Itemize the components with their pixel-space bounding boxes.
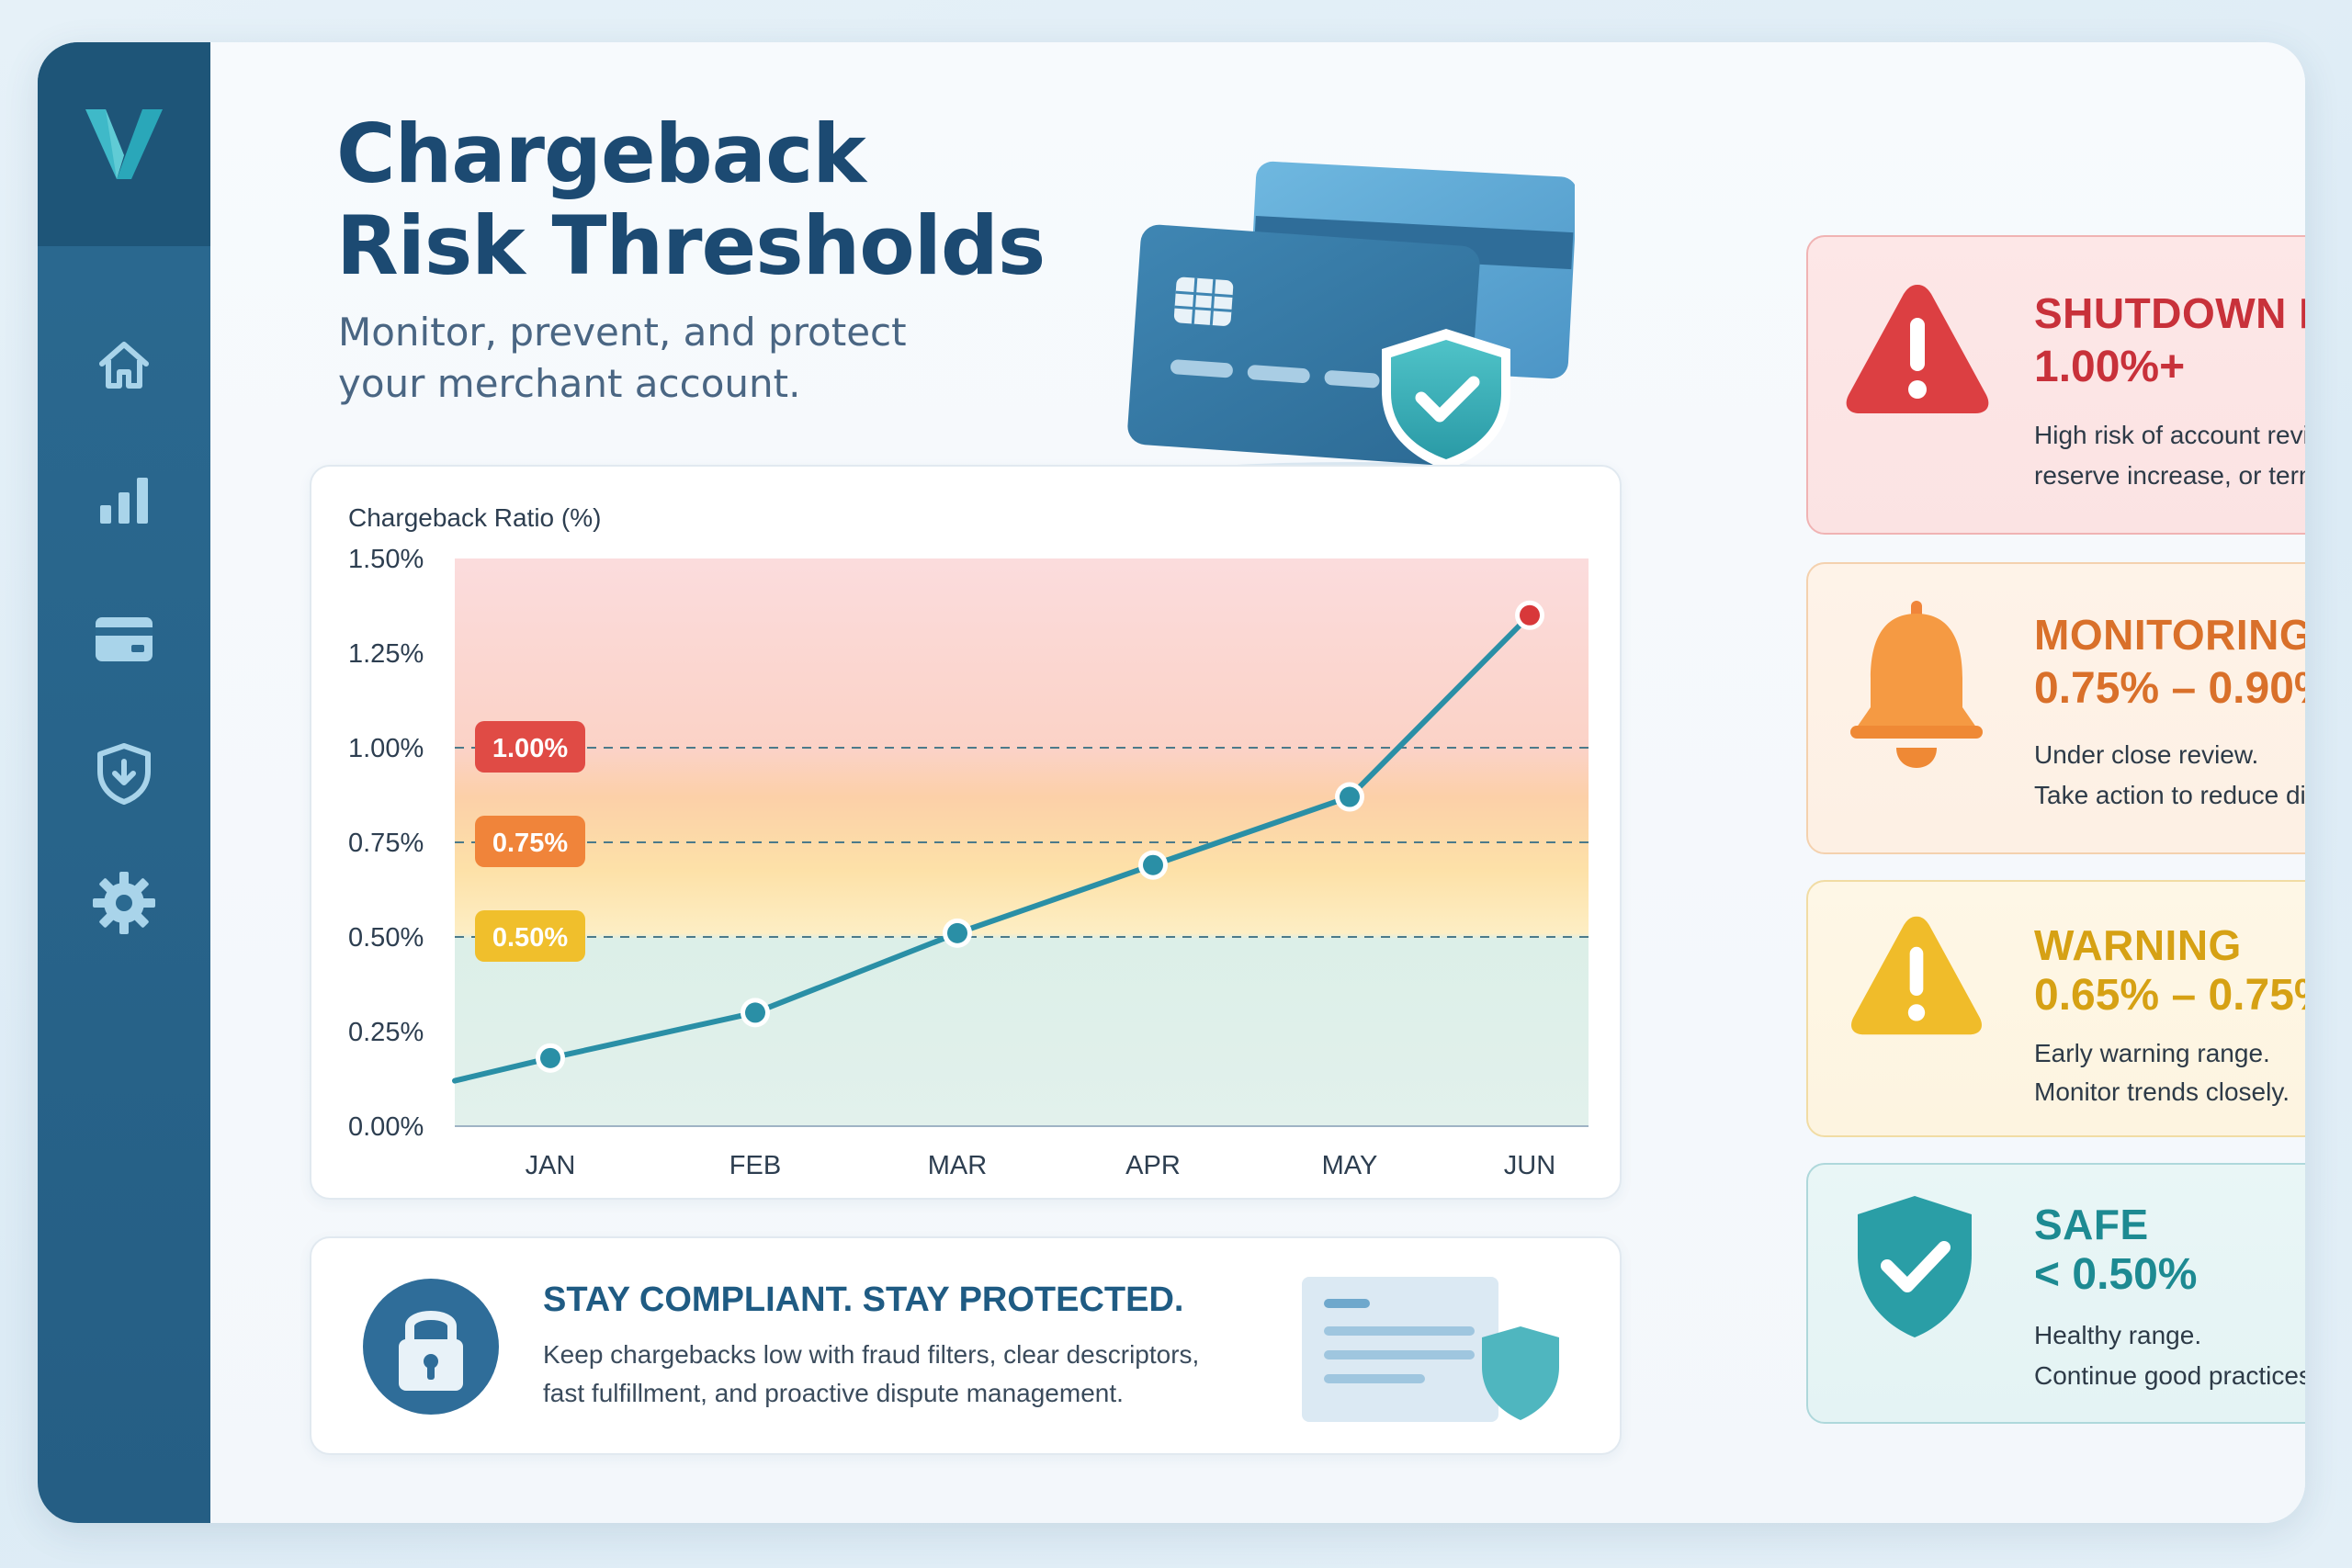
risk-card-monitoring: MONITORING 0.75% – 0.90% Under close rev…	[1806, 562, 2305, 854]
sidebar-item-home[interactable]	[87, 329, 161, 402]
risk-description-line2: Take action to reduce disputes.	[2034, 781, 2305, 809]
x-tick-label: FEB	[729, 1151, 781, 1180]
chart-y-axis-label: Chargeback Ratio (%)	[348, 503, 602, 532]
risk-description-line1: Healthy range.	[2034, 1321, 2202, 1349]
risk-title: SAFE	[2034, 1201, 2149, 1248]
risk-title: WARNING	[2034, 921, 2242, 969]
logo[interactable]: V	[38, 42, 210, 246]
logo-icon	[85, 109, 163, 179]
page-subtitle-line1: Monitor, prevent, and protect	[338, 310, 907, 355]
y-tick-label: 0.50%	[348, 923, 424, 953]
x-tick-label: APR	[1125, 1151, 1181, 1180]
threshold-badge	[475, 910, 585, 962]
compliance-text-line1: Keep chargebacks low with fraud filters,…	[543, 1340, 1200, 1369]
compliance-info-card: STAY COMPLIANT. STAY PROTECTED. Keep cha…	[310, 1236, 1622, 1455]
data-point	[1143, 854, 1163, 875]
y-tick-label: 1.25%	[348, 639, 424, 669]
lock-icon	[363, 1279, 499, 1415]
data-point	[745, 1002, 765, 1023]
page-title-line1: Chargeback	[336, 107, 866, 201]
data-point	[1520, 604, 1540, 626]
risk-card-safe: SAFE < 0.50% Healthy range. Continue goo…	[1806, 1163, 2305, 1424]
threshold-badge	[475, 721, 585, 773]
warning-triangle-icon	[1846, 285, 1989, 413]
threshold-badge	[475, 816, 585, 867]
y-tick-label: 0.75%	[348, 829, 424, 858]
y-tick-label: 0.25%	[348, 1018, 424, 1047]
chargeback-ratio-chart: 0.00% 0.25% 0.50% 0.75% 1.00% 1.25% 1.50% JAN FE…	[348, 545, 1589, 1180]
data-point	[947, 922, 967, 943]
risk-title: MONITORING	[2034, 611, 2305, 659]
compliance-text: Keep chargebacks low with fraud filters,…	[543, 1336, 1260, 1413]
page-subtitle-line2: your merchant account.	[338, 361, 801, 406]
warning-triangle-icon	[1851, 916, 1982, 1035]
shield-check-icon	[1858, 1196, 1972, 1337]
compliance-title: STAY COMPLIANT. STAY PROTECTED.	[543, 1280, 1184, 1319]
credit-card-shield-illustration	[1127, 161, 1575, 495]
dashboard-frame: V	[38, 42, 2305, 1523]
bell-icon	[1850, 601, 1983, 768]
x-tick-label: JUN	[1504, 1151, 1555, 1180]
page-title: Chargeback Risk Thresholds	[336, 108, 1163, 292]
risk-range: 0.65% – 0.75%	[2034, 971, 2305, 1020]
document-shield-icon	[1302, 1277, 1559, 1422]
threshold-badge-label: 0.75%	[492, 829, 568, 858]
sidebar-item-analytics[interactable]	[87, 463, 161, 536]
data-point	[540, 1047, 560, 1068]
sidebar-item-payments[interactable]	[87, 603, 161, 676]
threshold-badge-label: 1.00%	[492, 734, 568, 763]
credit-card-icon	[96, 617, 153, 661]
data-point	[1340, 786, 1360, 807]
x-tick-label: JAN	[526, 1151, 576, 1180]
y-tick-label: 0.00%	[348, 1112, 424, 1142]
threshold-badge-label: 0.50%	[492, 923, 568, 953]
y-tick-label: 1.00%	[348, 734, 424, 763]
gear-icon	[93, 872, 155, 934]
risk-range: < 0.50%	[2034, 1250, 2198, 1299]
x-tick-label: MAY	[1322, 1151, 1378, 1180]
risk-card-shutdown: SHUTDOWN RISK 1.00%+ High risk of accoun…	[1806, 235, 2305, 535]
risk-title: SHUTDOWN RISK	[2034, 289, 2305, 337]
y-tick-label: 1.50%	[348, 545, 424, 574]
shield-download-icon	[97, 743, 151, 805]
risk-description: Healthy range. Continue good practices.	[2034, 1315, 2305, 1396]
compliance-text-line2: fast fulfillment, and proactive dispute …	[543, 1379, 1124, 1407]
risk-range: 1.00%+	[2034, 343, 2186, 391]
home-icon	[99, 342, 149, 389]
sidebar-item-settings[interactable]	[87, 866, 161, 940]
chart-card: Chargeback Ratio (%) 0.00% 0.25% 0.50% 0.75…	[310, 465, 1622, 1200]
main-content: Chargeback Risk Thresholds Monitor, prev…	[210, 42, 2305, 1523]
sidebar-item-security[interactable]	[87, 737, 161, 810]
risk-description: Early warning range. Monitor trends clos…	[2034, 1034, 2305, 1111]
risk-description-line2: Continue good practices.	[2034, 1361, 2305, 1390]
x-tick-label: MAR	[928, 1151, 987, 1180]
risk-description-line1: Early warning range.	[2034, 1039, 2270, 1067]
risk-description: High risk of account review, reserve inc…	[2034, 415, 2305, 496]
page-title-line2: Risk Thresholds	[336, 198, 1046, 293]
risk-description-line2: Monitor trends closely.	[2034, 1077, 2290, 1106]
risk-description: Under close review. Take action to reduc…	[2034, 735, 2305, 816]
risk-card-warning: WARNING 0.65% – 0.75% Early warning rang…	[1806, 880, 2305, 1137]
risk-range: 0.75% – 0.90%	[2034, 664, 2305, 713]
risk-description-line2: reserve increase, or termination.	[2034, 461, 2305, 490]
bar-chart-icon	[100, 478, 148, 524]
risk-description-line1: High risk of account review,	[2034, 421, 2305, 449]
sidebar: V	[38, 42, 210, 1523]
page-subtitle: Monitor, prevent, and protect your merch…	[338, 307, 981, 410]
risk-description-line1: Under close review.	[2034, 740, 2259, 769]
